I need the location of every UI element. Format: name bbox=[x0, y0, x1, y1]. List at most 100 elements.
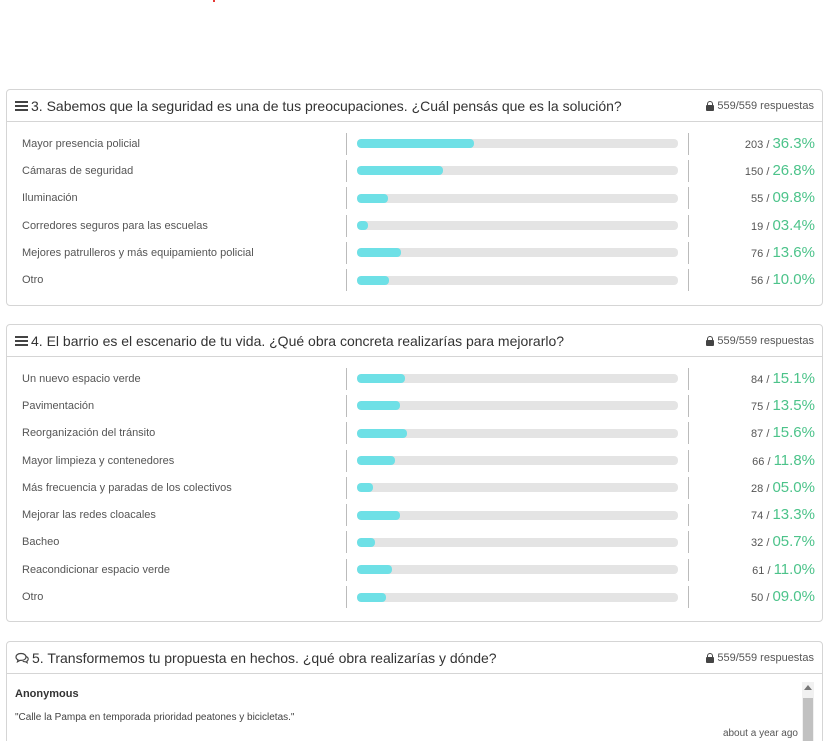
column-divider bbox=[688, 476, 689, 499]
option-percent: 15.6% bbox=[772, 424, 815, 442]
bar-track bbox=[357, 193, 678, 203]
option-bar bbox=[347, 537, 688, 547]
column-divider bbox=[346, 531, 347, 554]
column-divider bbox=[346, 586, 347, 609]
option-count: 87 bbox=[751, 428, 764, 441]
option-percent: 09.0% bbox=[772, 588, 815, 606]
bar-fill bbox=[357, 139, 474, 149]
option-label: Más frecuencia y paradas de los colectiv… bbox=[22, 481, 232, 494]
option-row: Mayor limpieza y contenedores 66 / 11.8% bbox=[7, 447, 822, 474]
option-count: 203 bbox=[744, 138, 764, 151]
option-percent: 10.0% bbox=[772, 271, 815, 289]
option-row: Mejores patrulleros y más equipamiento p… bbox=[7, 239, 822, 266]
column-divider bbox=[688, 558, 689, 581]
bar-track bbox=[357, 565, 678, 575]
option-label: Bacheo bbox=[22, 536, 60, 549]
answer-timestamp: about a year ago bbox=[722, 728, 798, 739]
separator-slash: / bbox=[763, 428, 773, 441]
option-count: 28 bbox=[751, 482, 764, 495]
option-count: 75 bbox=[751, 400, 764, 413]
responses-count: 559/559 respuestas bbox=[706, 335, 814, 347]
options-list: Un nuevo espacio verde 84 / 15.1% Paviment… bbox=[7, 357, 822, 617]
bar-fill bbox=[357, 248, 401, 258]
option-percent: 11.0% bbox=[773, 560, 815, 578]
option-percent: 13.3% bbox=[772, 506, 815, 524]
question-header: 3. Sabemos que la seguridad es una de tu… bbox=[7, 90, 822, 122]
answers-scrollbar[interactable] bbox=[802, 682, 814, 741]
responses-label: 559/559 respuestas bbox=[717, 99, 814, 112]
separator-slash: / bbox=[763, 373, 773, 386]
option-result: 50 / 09.0% bbox=[689, 588, 822, 606]
separator-slash: / bbox=[763, 592, 773, 605]
option-bar bbox=[347, 428, 688, 438]
option-label: Mayor presencia policial bbox=[22, 137, 140, 150]
option-result: 55 / 09.8% bbox=[689, 189, 822, 207]
option-row: Pavimentación 75 / 13.5% bbox=[7, 392, 822, 419]
option-percent: 09.8% bbox=[772, 189, 815, 207]
option-percent: 03.4% bbox=[772, 216, 815, 234]
option-row: Mejorar las redes cloacales 74 / 13.3% bbox=[7, 501, 822, 528]
option-count: 55 bbox=[751, 193, 764, 206]
option-row: Más frecuencia y paradas de los colectiv… bbox=[7, 474, 822, 501]
option-label: Otro bbox=[22, 274, 44, 287]
separator-slash: / bbox=[764, 455, 774, 468]
option-result: 76 / 13.6% bbox=[689, 244, 822, 262]
bar-fill bbox=[357, 483, 374, 493]
scrollbar-thumb[interactable] bbox=[803, 698, 813, 741]
option-row: Un nuevo espacio verde 84 / 15.1% bbox=[7, 365, 822, 392]
option-percent: 26.8% bbox=[772, 161, 815, 179]
option-bar bbox=[347, 374, 688, 384]
option-label: Otro bbox=[22, 591, 44, 604]
list-icon bbox=[15, 335, 28, 346]
option-percent: 36.3% bbox=[772, 134, 815, 152]
bar-fill bbox=[357, 537, 376, 547]
column-divider bbox=[688, 394, 689, 417]
option-row: Iluminación 55 / 09.8% bbox=[7, 185, 822, 212]
column-divider bbox=[346, 476, 347, 499]
option-label: Mayor limpieza y contenedores bbox=[22, 454, 175, 467]
option-bar bbox=[347, 510, 688, 520]
option-bar bbox=[347, 166, 688, 176]
option-label: Reacondicionar espacio verde bbox=[22, 563, 170, 576]
option-result: 66 / 11.8% bbox=[689, 452, 822, 470]
option-bar bbox=[347, 401, 688, 411]
option-label: Cámaras de seguridad bbox=[22, 164, 134, 177]
option-label: Pavimentación bbox=[22, 399, 95, 412]
bar-fill bbox=[357, 275, 390, 285]
separator-slash: / bbox=[763, 220, 773, 233]
option-percent: 13.5% bbox=[772, 396, 815, 414]
column-divider bbox=[346, 504, 347, 527]
answers-list[interactable]: Anonymous "Calle la Pampa en temporada p… bbox=[7, 674, 822, 741]
bar-fill bbox=[357, 428, 408, 438]
option-bar bbox=[347, 483, 688, 493]
option-count: 84 bbox=[751, 373, 764, 386]
separator-slash: / bbox=[763, 275, 773, 288]
answer-author: Anonymous bbox=[15, 688, 79, 700]
bar-track bbox=[357, 483, 678, 493]
bar-fill bbox=[357, 592, 386, 602]
column-divider bbox=[688, 586, 689, 609]
question-header: 5. Transformemos tu propuesta en hechos.… bbox=[7, 642, 822, 674]
option-result: 84 / 15.1% bbox=[689, 370, 822, 388]
bar-fill bbox=[357, 221, 368, 231]
bar-track bbox=[357, 510, 678, 520]
red-mark bbox=[213, 0, 215, 2]
column-divider bbox=[688, 449, 689, 472]
column-divider bbox=[688, 241, 689, 264]
option-count: 66 bbox=[752, 455, 765, 468]
option-percent: 15.1% bbox=[772, 369, 815, 387]
option-result: 32 / 05.7% bbox=[689, 533, 822, 551]
option-row: Bacheo 32 / 05.7% bbox=[7, 529, 822, 556]
column-divider bbox=[688, 422, 689, 445]
column-divider bbox=[688, 269, 689, 292]
option-count: 32 bbox=[751, 537, 764, 550]
bar-track bbox=[357, 374, 678, 384]
question-panel-4: 4. El barrio es el escenario de tu vida.… bbox=[6, 324, 823, 622]
option-row: Otro 56 / 10.0% bbox=[7, 266, 822, 293]
scroll-up-icon[interactable] bbox=[804, 685, 812, 690]
option-bar bbox=[347, 565, 688, 575]
bar-fill bbox=[357, 456, 395, 466]
bar-fill bbox=[357, 510, 400, 520]
question-title: 4. El barrio es el escenario de tu vida.… bbox=[31, 332, 565, 349]
separator-slash: / bbox=[763, 193, 773, 206]
